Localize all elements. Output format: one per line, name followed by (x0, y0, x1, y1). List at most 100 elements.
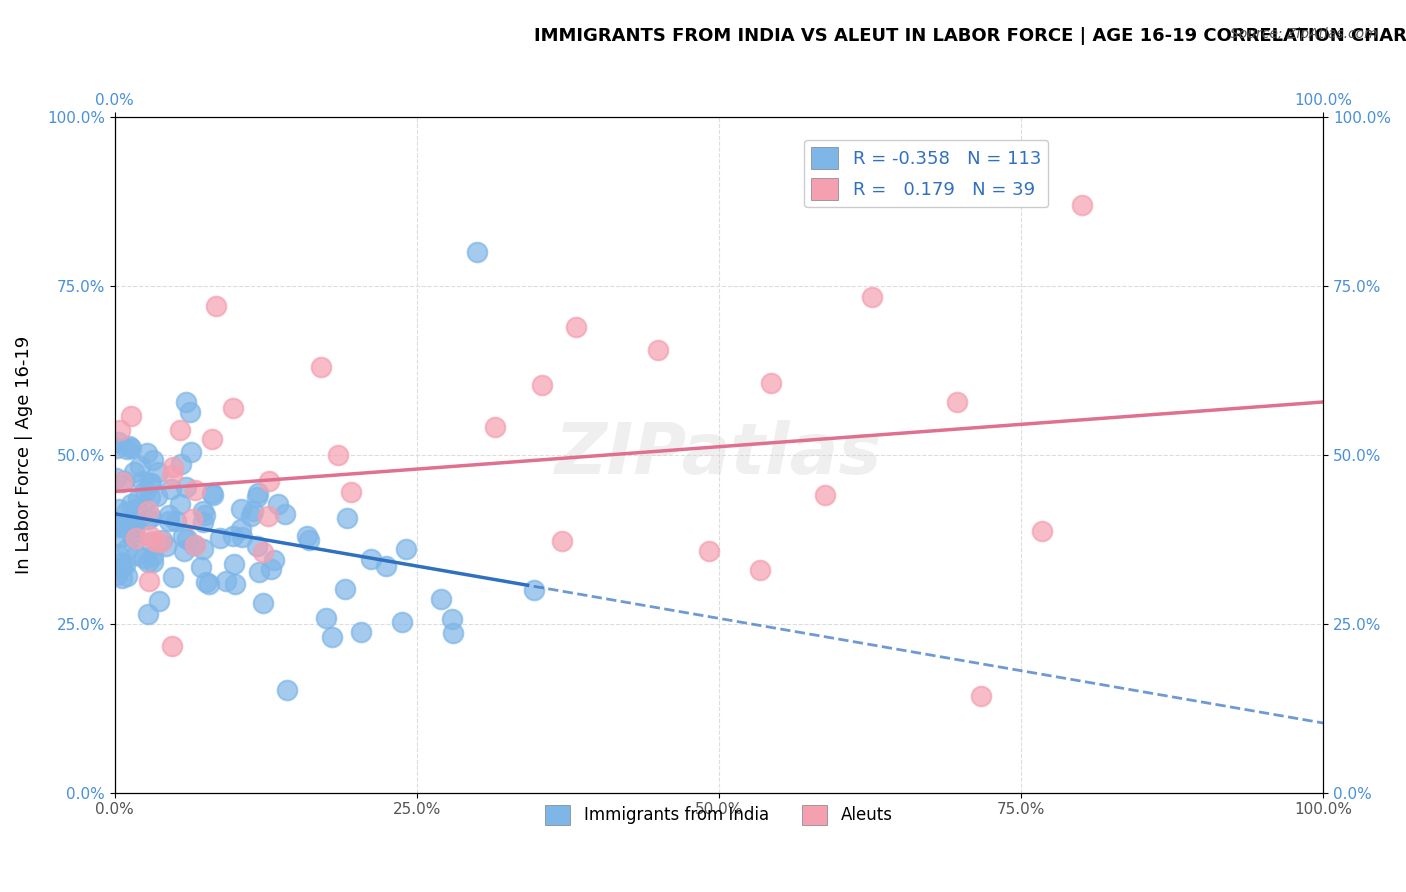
Point (181, 512, 204, 526)
Point (125, 549, 148, 563)
Point (195, 575, 218, 590)
Point (229, 522, 252, 536)
Point (173, 543, 195, 558)
Point (125, 515, 148, 529)
Point (697, 543, 720, 558)
Point (176, 532, 198, 546)
Point (326, 448, 349, 462)
Point (246, 490, 269, 504)
Point (157, 514, 180, 528)
Point (115, 442, 138, 456)
Point (565, 319, 588, 334)
Point (139, 535, 162, 549)
Point (110, 516, 132, 531)
Point (246, 539, 269, 553)
Point (530, 378, 553, 392)
Point (174, 480, 197, 494)
Point (111, 571, 134, 585)
Point (759, 376, 782, 390)
Point (138, 475, 160, 490)
Point (169, 497, 191, 511)
Point (274, 508, 297, 522)
Point (201, 488, 224, 502)
Point (146, 490, 169, 504)
Point (336, 511, 359, 525)
Point (429, 592, 451, 607)
Point (190, 560, 212, 574)
Point (122, 520, 145, 534)
Point (180, 445, 202, 459)
Point (149, 535, 172, 549)
Point (315, 611, 337, 625)
Point (229, 502, 252, 516)
Point (205, 299, 228, 313)
Point (110, 529, 132, 543)
Point (1070, 198, 1092, 212)
Point (131, 475, 153, 489)
Point (263, 553, 285, 567)
Point (136, 504, 159, 518)
Text: ZIPatlas: ZIPatlas (555, 420, 883, 490)
Point (298, 533, 321, 547)
Point (138, 574, 160, 588)
Point (239, 508, 262, 523)
Point (257, 508, 280, 523)
Point (136, 607, 159, 621)
Point (339, 484, 361, 499)
Point (260, 562, 283, 576)
Point (333, 582, 356, 597)
Point (105, 441, 128, 455)
Point (157, 508, 180, 523)
Point (295, 529, 318, 543)
Point (115, 542, 138, 557)
Point (108, 520, 131, 534)
Point (145, 534, 167, 549)
Point (127, 491, 149, 506)
Point (179, 405, 201, 419)
Point (1031, 524, 1053, 539)
Point (134, 484, 156, 499)
Point (267, 497, 290, 511)
Point (155, 539, 177, 553)
Point (647, 343, 669, 357)
Point (350, 625, 373, 640)
Point (142, 555, 165, 569)
Point (110, 556, 132, 570)
Point (159, 482, 181, 496)
Point (118, 439, 141, 453)
Point (128, 459, 150, 474)
Point (484, 419, 506, 434)
Point (860, 289, 883, 303)
Point (165, 514, 187, 528)
Point (193, 541, 215, 556)
Point (215, 574, 238, 588)
Point (170, 457, 193, 471)
Point (360, 551, 382, 566)
Point (111, 519, 134, 533)
Point (112, 474, 135, 488)
Point (174, 394, 197, 409)
Point (125, 531, 148, 545)
Point (121, 530, 143, 544)
Point (118, 520, 141, 534)
Point (191, 504, 214, 518)
Point (139, 529, 162, 543)
Point (139, 475, 162, 490)
Point (105, 567, 128, 582)
Point (184, 483, 207, 497)
Point (252, 596, 274, 610)
Point (136, 512, 159, 526)
Point (201, 486, 224, 500)
Point (441, 611, 464, 625)
Point (391, 615, 413, 630)
Point (184, 538, 207, 552)
Point (139, 510, 162, 524)
Point (252, 545, 274, 559)
Point (111, 475, 134, 489)
Point (114, 558, 136, 572)
Point (138, 491, 160, 505)
Point (374, 559, 396, 574)
Point (523, 582, 546, 597)
Point (162, 570, 184, 584)
Point (132, 551, 155, 566)
